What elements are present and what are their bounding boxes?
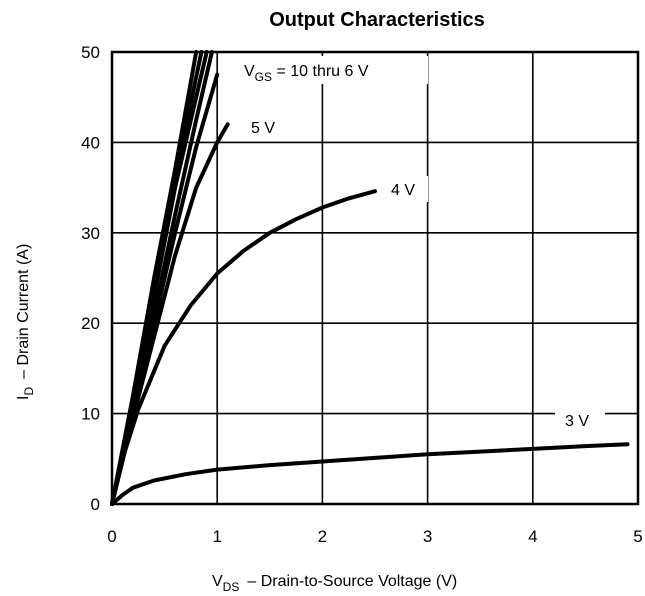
gridlines	[112, 52, 638, 504]
series-label-vgs-10-thru-6: VGS = 10 thru 6 V	[244, 63, 369, 84]
series-curve-5	[110, 122, 230, 506]
x-tick-label-3: 3	[423, 527, 432, 546]
x-tick-label-1: 1	[212, 527, 221, 546]
series-label-5v: 5 V	[251, 120, 275, 137]
series-label-4v: 4 V	[391, 182, 415, 199]
y-axis-text: – Drain Current (A)	[15, 244, 32, 379]
x-axis-subscript: DS	[223, 580, 240, 594]
label-bg-3v	[555, 406, 605, 432]
x-tick-label-0: 0	[107, 527, 116, 546]
x-axis-text: – Drain-to-Source Voltage (V)	[247, 573, 457, 590]
label-bg-4v	[386, 176, 428, 202]
series-label-3v: 3 V	[565, 413, 589, 430]
x-axis-symbol: V	[212, 573, 223, 590]
y-tick-label-40: 40	[81, 133, 100, 152]
y-tick-label-10: 10	[81, 405, 100, 424]
y-axis-subscript: D	[22, 387, 36, 396]
label-bg-vgs	[238, 56, 428, 84]
x-tick-label-2: 2	[318, 527, 327, 546]
series-curve-7	[110, 442, 630, 506]
series-curve-6	[110, 189, 377, 506]
x-tick-label-5: 5	[633, 527, 642, 546]
chart-title: Output Characteristics	[269, 9, 485, 31]
x-tick-labels: 0 1 2 3 4 5	[107, 527, 642, 546]
y-tick-label-30: 30	[81, 224, 100, 243]
y-tick-label-50: 50	[81, 43, 100, 62]
x-axis-label: VDS – Drain-to-Source Voltage (V)	[212, 573, 457, 594]
y-tick-label-20: 20	[81, 314, 100, 333]
y-tick-labels: 0 10 20 30 40 50	[81, 43, 100, 514]
y-tick-label-0: 0	[91, 495, 100, 514]
series-curves	[110, 50, 630, 506]
plot-frame	[110, 50, 640, 506]
y-axis-symbol: I	[15, 396, 32, 400]
vgs-label-text: = 10 thru 6 V	[272, 63, 369, 80]
vgs-symbol: V	[244, 63, 255, 80]
x-tick-label-4: 4	[528, 527, 537, 546]
y-axis-label: ID – Drain Current (A)	[15, 244, 36, 400]
vgs-subscript: GS	[255, 70, 272, 84]
